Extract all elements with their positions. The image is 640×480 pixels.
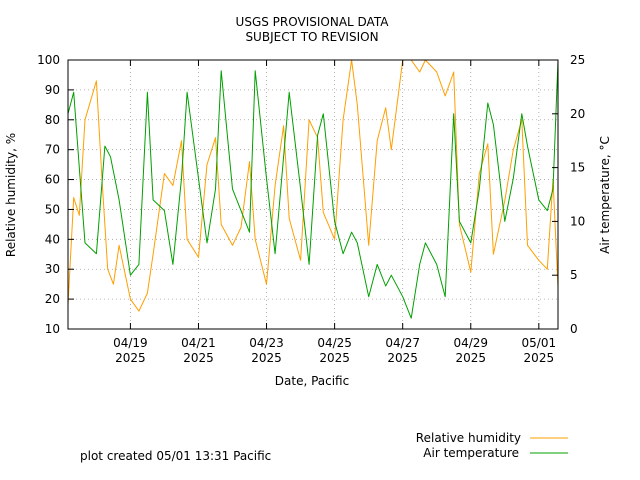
x-tick-label-date: 04/21	[181, 336, 216, 350]
y-tick-label: 100	[37, 53, 60, 67]
y-tick-label: 50	[45, 202, 60, 216]
y2-tick-label: 10	[570, 214, 585, 228]
chart-title-line-2: SUBJECT TO REVISION	[245, 30, 378, 44]
y-tick-label: 90	[45, 83, 60, 97]
x-tick-label-date: 04/23	[249, 336, 284, 350]
y-tick-label: 20	[45, 292, 60, 306]
y2-tick-label: 20	[570, 107, 585, 121]
x-tick-label-date: 04/27	[385, 336, 420, 350]
series-line-relative-humidity	[67, 59, 559, 312]
legend-label-humidity: Relative humidity	[416, 431, 521, 445]
x-tick-label-year: 2025	[251, 351, 282, 365]
series-lines	[67, 59, 559, 319]
y-tick-label: 80	[45, 113, 60, 127]
grid-lines	[68, 59, 558, 330]
x-tick-label-year: 2025	[455, 351, 486, 365]
x-tick-label-date: 04/29	[453, 336, 488, 350]
y-tick-label: 10	[45, 322, 60, 336]
y2-tick-label: 15	[570, 161, 585, 175]
y-tick-label: 70	[45, 143, 60, 157]
y2-tick-label: 5	[570, 268, 578, 282]
axis-ticks: 102030405060708090100051015202504/192025…	[37, 53, 585, 365]
chart-title-line-1: USGS PROVISIONAL DATA	[236, 15, 390, 29]
legend: Relative humidity Air temperature	[416, 431, 568, 460]
y-axis-label: Relative humidity, %	[4, 133, 18, 257]
y2-tick-label: 0	[570, 322, 578, 336]
y2-tick-label: 25	[570, 53, 585, 67]
y-tick-label: 40	[45, 232, 60, 246]
plot-created-note: plot created 05/01 13:31 Pacific	[80, 449, 271, 463]
x-axis-label: Date, Pacific	[275, 374, 349, 388]
x-tick-label-date: 05/01	[522, 336, 557, 350]
x-tick-label-year: 2025	[319, 351, 350, 365]
chart-title: USGS PROVISIONAL DATA SUBJECT TO REVISIO…	[236, 15, 390, 44]
y2-axis-label: Air temperature, °C	[598, 136, 612, 254]
plot-frame	[67, 59, 559, 330]
y-tick-label: 60	[45, 173, 60, 187]
x-tick-label-date: 04/25	[317, 336, 352, 350]
x-tick-label-year: 2025	[387, 351, 418, 365]
legend-label-temperature: Air temperature	[423, 446, 519, 460]
x-tick-label-year: 2025	[524, 351, 555, 365]
x-tick-label-year: 2025	[183, 351, 214, 365]
x-tick-label-year: 2025	[115, 351, 146, 365]
series-line-air-temperature	[67, 59, 559, 319]
x-tick-label-date: 04/19	[113, 336, 148, 350]
y-tick-label: 30	[45, 262, 60, 276]
